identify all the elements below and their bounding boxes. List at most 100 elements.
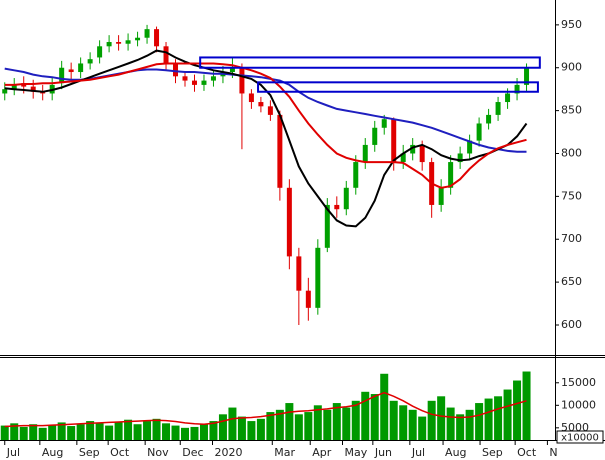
- volume-bar: [67, 426, 76, 440]
- candle-body: [182, 76, 188, 81]
- candle-body: [286, 187, 292, 257]
- price-zone: [199, 56, 541, 69]
- volume-bar: [199, 424, 208, 440]
- candle-body: [97, 46, 103, 58]
- x-tick-label: Aug: [42, 446, 63, 459]
- volume-bar: [275, 409, 284, 440]
- candle-body: [163, 46, 169, 64]
- candle-body: [229, 67, 235, 73]
- volume-bar: [494, 396, 503, 440]
- volume-bar: [181, 427, 189, 440]
- candle-body: [495, 102, 501, 115]
- candle-body: [277, 114, 283, 188]
- volume-bar: [228, 407, 237, 440]
- volume-bar: [133, 424, 142, 440]
- x-tick-label: 2020: [215, 446, 243, 459]
- x-tick-label: Jun: [374, 446, 392, 459]
- volume-bar: [351, 400, 360, 440]
- candle-body: [2, 89, 8, 94]
- unit-label: x10000: [561, 433, 599, 444]
- y-tick-label: 600: [561, 318, 582, 331]
- volume-bar: [57, 422, 66, 440]
- candle-body: [448, 162, 454, 188]
- volume-bar: [399, 405, 408, 440]
- candle-body: [400, 153, 406, 163]
- y-tick-label: 700: [561, 232, 582, 245]
- volume-bar: [86, 421, 95, 440]
- volume-bar: [484, 398, 493, 440]
- candle-body: [87, 59, 93, 64]
- candle-body: [59, 67, 65, 84]
- x-tick-label: Jul: [6, 446, 20, 459]
- volume-bar: [152, 418, 161, 440]
- candle-body: [305, 290, 311, 308]
- x-tick-label: Aug: [445, 446, 466, 459]
- candle-body: [343, 187, 349, 210]
- candle-body: [210, 76, 216, 81]
- candle-body: [173, 63, 179, 77]
- x-tick-label: Mar: [274, 446, 295, 459]
- volume-bar: [95, 423, 104, 440]
- volume-bar: [323, 409, 332, 440]
- volume-bar: [446, 407, 455, 440]
- x-tick-label: Oct: [517, 446, 537, 459]
- candle-body: [296, 256, 302, 291]
- volume-bar: [513, 380, 522, 440]
- y-tick-label: 15000: [561, 376, 596, 389]
- volume-bar: [10, 423, 19, 440]
- candle-body: [505, 93, 511, 103]
- candle-body: [438, 187, 444, 205]
- volume-bar: [171, 425, 180, 440]
- candle-body: [116, 42, 122, 44]
- ma-line: [4, 49, 528, 228]
- x-tick-label: Apr: [312, 446, 332, 459]
- candle-body: [419, 144, 425, 163]
- candle-body: [457, 153, 463, 163]
- volume-bar: [237, 416, 246, 440]
- candle-body: [391, 119, 397, 163]
- y-tick-label: 900: [561, 61, 582, 74]
- volume-bar: [313, 405, 322, 440]
- volume-bar: [304, 412, 313, 440]
- volume-bar: [427, 400, 436, 440]
- x-tick-label: Oct: [110, 446, 130, 459]
- volume-bar: [0, 425, 9, 440]
- volume-bar: [19, 426, 28, 440]
- volume-bar: [380, 373, 389, 440]
- volume-bar: [190, 426, 199, 440]
- candle-body: [68, 69, 74, 73]
- volume-bar: [209, 421, 218, 440]
- ma-line: [4, 62, 527, 189]
- y-tick-label: 750: [561, 189, 582, 202]
- volume-bar: [408, 409, 417, 440]
- unit-box: [556, 430, 604, 444]
- candle-body: [410, 144, 416, 154]
- volume-bar: [285, 403, 294, 440]
- volume-bar: [361, 391, 370, 440]
- candle-body: [315, 247, 321, 308]
- volume-bar: [332, 403, 341, 440]
- candle-body: [144, 29, 150, 38]
- candle-body: [78, 63, 84, 73]
- volume-bar: [465, 409, 474, 440]
- volume-bar: [522, 371, 531, 440]
- candle-body: [11, 84, 17, 90]
- x-tick-label: Jul: [411, 446, 425, 459]
- x-tick-label: May: [344, 446, 367, 459]
- y-tick-label: 10000: [561, 398, 596, 411]
- x-tick-label: Dec: [182, 446, 203, 459]
- volume-bar: [105, 425, 114, 440]
- volume-bar: [114, 422, 123, 440]
- candle-body: [486, 114, 492, 124]
- volume-bar: [266, 412, 275, 440]
- volume-bar: [456, 414, 465, 440]
- x-tick-label: N: [549, 446, 557, 459]
- volume-bar: [162, 423, 171, 440]
- volume-bar: [29, 424, 38, 440]
- candle-body: [239, 67, 245, 94]
- candle-body: [191, 80, 197, 85]
- volume-bar: [475, 403, 484, 440]
- candle-body: [467, 140, 473, 154]
- y-tick-label: 800: [561, 146, 582, 159]
